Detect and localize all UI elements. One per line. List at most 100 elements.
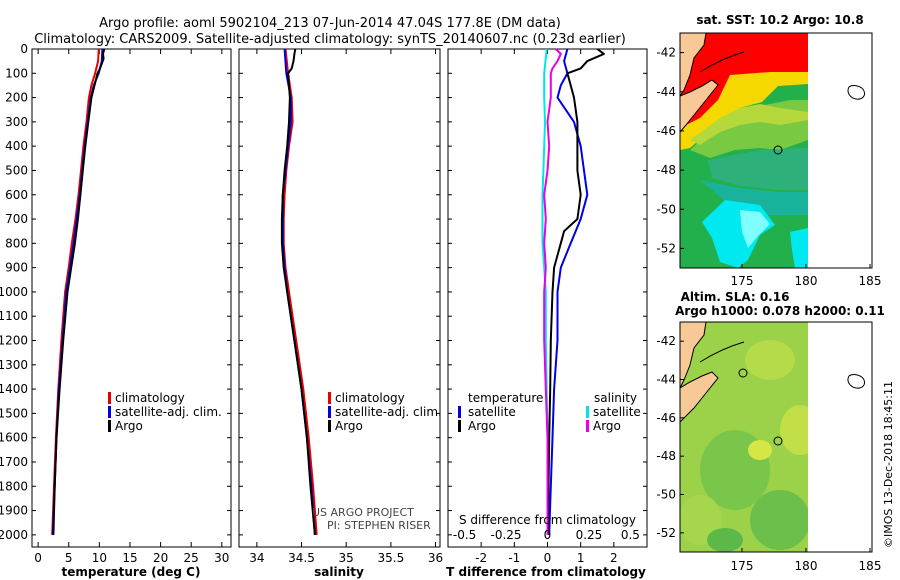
legend-swatch-blue [328, 406, 331, 418]
depth-tick-label: 1700 [0, 455, 28, 469]
lat-tick-label: -48 [656, 449, 676, 463]
credit-line-2: PI: STEPHEN RISER [327, 519, 431, 532]
salinity-axis-label: salinity [314, 565, 364, 579]
sla-map-title-2: Argo h1000: 0.078 h2000: 0.11 [675, 304, 885, 318]
x-tick-label: -1 [508, 551, 520, 565]
x-tick-label: -2 [475, 551, 487, 565]
series-line-blue [548, 48, 589, 535]
legend-item-argo: Argo [115, 419, 143, 433]
depth-tick-label: 100 [5, 66, 28, 80]
depth-tick-label: 1900 [0, 504, 28, 518]
sla-map: -42 -44 -46 -48 -50 -52 175 180 185 [656, 321, 882, 573]
legend-title-salinity: salinity [594, 391, 637, 405]
temperature-legend: climatology satellite-adj. clim. Argo [108, 391, 222, 433]
depth-tick-label: 1000 [0, 285, 28, 299]
depth-tick-label: 700 [5, 212, 28, 226]
lat-tick-label: -48 [656, 163, 676, 177]
lon-tick-label: 180 [795, 559, 818, 573]
legend-swatch-cyan [586, 406, 589, 418]
lat-tick-label: -50 [656, 202, 676, 216]
x-tick-label: 10 [92, 551, 107, 565]
series-line-blue [51, 48, 104, 535]
x-tick-label: 35.5 [378, 551, 405, 565]
profile-plot-layer [32, 48, 647, 547]
x-tick-label: 34.5 [288, 551, 315, 565]
depth-tick-label: 800 [5, 236, 28, 250]
lon-tick-label: 175 [731, 559, 754, 573]
depth-tick-labels: 0 100 200 300 400 500 600 700 800 900 1000 1100 1200… [0, 42, 28, 542]
sst-map-title: sat. SST: 10.2 Argo: 10.8 [696, 13, 863, 27]
s-difference-title: S difference from climatology [459, 513, 636, 527]
sst-map: -42 -44 -46 -48 -50 -52 175 180 185 [656, 32, 882, 288]
legend-swatch-black [458, 420, 461, 432]
legend-swatch-red [328, 392, 331, 404]
series-line-magenta [543, 48, 562, 535]
difference-legend: temperature salinity satellite Argo sate… [458, 391, 641, 433]
s-diff-tick-label: 0.25 [576, 528, 603, 542]
legend-item-satellite-s: satellite [593, 405, 641, 419]
legend-swatch-red [108, 392, 111, 404]
lon-tick-label: 175 [731, 274, 754, 288]
x-tick-label: 15 [122, 551, 137, 565]
depth-tick-label: 300 [5, 115, 28, 129]
depth-tick-label: 500 [5, 163, 28, 177]
lon-tick-label: 185 [859, 274, 882, 288]
title-line-1: Argo profile: aoml 5902104_213 07-Jun-20… [99, 16, 561, 31]
depth-tick-label: 1300 [0, 358, 28, 372]
depth-tick-label: 200 [5, 91, 28, 105]
s-diff-tick-label: -0.25 [491, 528, 522, 542]
depth-tick-label: 1600 [0, 431, 28, 445]
legend-item-satellite-adj: satellite-adj. clim. [335, 405, 442, 419]
sst-lon-ticks: 175 180 185 [731, 264, 882, 288]
x-tick-label: 0 [544, 551, 552, 565]
s-difference-ticks: -0.5 -0.25 0 0.25 0.5 [453, 528, 640, 542]
t-difference-axis-label: T difference from climatology [446, 565, 646, 579]
lat-tick-label: -52 [656, 241, 676, 255]
depth-tick-label: 0 [20, 42, 28, 56]
x-tick-label: 2 [610, 551, 618, 565]
lon-tick-label: 185 [859, 559, 882, 573]
sla-map-title-1: Altim. SLA: 0.16 [681, 290, 790, 304]
temperature-axis-label: temperature (deg C) [62, 565, 201, 579]
depth-tick-label: 2000 [0, 528, 28, 542]
sst-lat-ticks: -42 -44 -46 -48 -50 -52 [656, 46, 684, 255]
s-diff-tick-label: 0.5 [621, 528, 640, 542]
lat-tick-label: -44 [656, 373, 676, 387]
depth-tick-label: 1400 [0, 382, 28, 396]
credit-line-1: US ARGO PROJECT [312, 506, 414, 519]
lat-tick-label: -44 [656, 85, 676, 99]
sla-lat-ticks: -42 -44 -46 -48 -50 -52 [656, 334, 684, 540]
depth-tick-label: 600 [5, 188, 28, 202]
depth-tick-label: 900 [5, 261, 28, 275]
x-tick-label: 0 [34, 551, 42, 565]
lon-tick-label: 180 [795, 274, 818, 288]
x-tick-label: 1 [577, 551, 585, 565]
lat-tick-label: -50 [656, 488, 676, 502]
legend-item-climatology: climatology [335, 391, 405, 405]
lat-tick-label: -42 [656, 334, 676, 348]
x-tick-label: 5 [65, 551, 73, 565]
legend-title-temperature: temperature [468, 391, 543, 405]
lat-tick-label: -52 [656, 526, 676, 540]
legend-item-argo-t: Argo [468, 419, 496, 433]
depth-tick-label: 400 [5, 139, 28, 153]
salinity-legend: climatology satellite-adj. clim. Argo [328, 391, 442, 433]
series-line-black [52, 48, 106, 535]
legend-swatch-black [328, 420, 331, 432]
legend-swatch-magenta [586, 420, 589, 432]
legend-item-climatology: climatology [115, 391, 185, 405]
x-tick-label: 30 [214, 551, 229, 565]
x-tick-labels: 0 5 10 15 20 25 30 34 34.5 35 35.5 36 -2 -1 0 1 2 [34, 551, 617, 565]
legend-swatch-blue [458, 406, 461, 418]
legend-item-satellite-adj: satellite-adj. clim. [115, 405, 222, 419]
series-line-red [51, 48, 100, 535]
salinity-panel [238, 48, 441, 548]
legend-item-satellite-t: satellite [468, 405, 516, 419]
legend-item-argo-s: Argo [593, 419, 621, 433]
lat-tick-label: -42 [656, 46, 676, 60]
watermark: ©IMOS 13-Dec-2018 18:45:11 [882, 381, 895, 548]
lat-tick-label: -46 [656, 411, 676, 425]
depth-tick-label: 1500 [0, 406, 28, 420]
s-diff-tick-label: 0 [544, 528, 552, 542]
